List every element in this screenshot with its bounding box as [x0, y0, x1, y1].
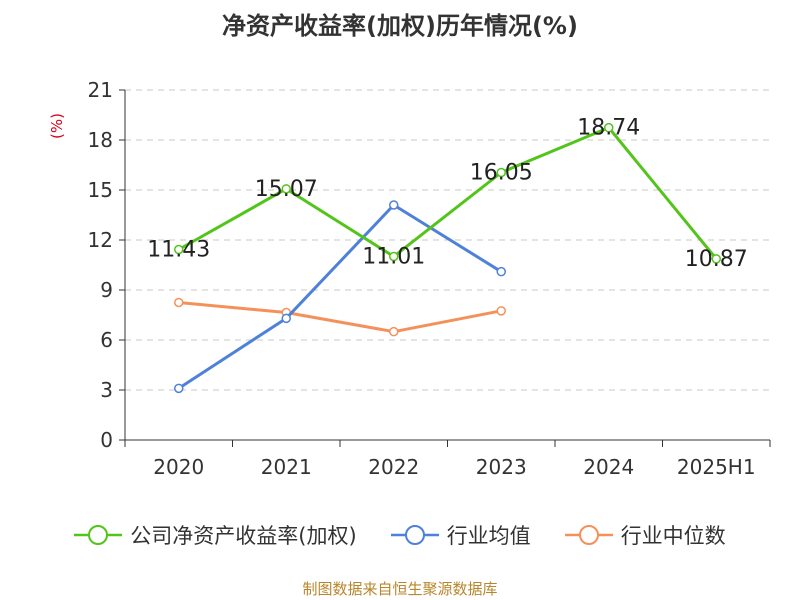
data-point — [496, 306, 506, 316]
x-tick-label: 2020 — [153, 455, 204, 479]
series-line — [178, 126, 718, 260]
data-label: 16.05 — [470, 161, 533, 186]
data-point — [389, 251, 399, 262]
x-tick-label: 2022 — [368, 455, 419, 479]
legend-line-icon — [74, 525, 123, 545]
legend-label: 行业中位数 — [620, 524, 726, 548]
data-point — [389, 200, 399, 210]
data-point — [174, 297, 184, 308]
legend-label: 行业均值 — [446, 524, 531, 548]
axes: 0 3 6 9 12 15 18 21 2020 2021 2022 2023 2024 2025H1 — [88, 78, 771, 479]
y-tick-label: 12 — [88, 228, 113, 252]
legend-label: 公司净资产收益率(加权) — [130, 524, 357, 548]
data-point — [389, 326, 399, 337]
y-tick-label: 21 — [88, 78, 113, 102]
y-tick-label: 3 — [100, 378, 113, 402]
x-tick-label: 2024 — [583, 455, 634, 479]
data-label: 10.87 — [685, 247, 748, 272]
legend-item[interactable]: 公司净资产收益率(加权) — [74, 520, 357, 550]
data-point — [281, 184, 291, 194]
data-point — [174, 383, 184, 394]
data-point — [496, 167, 506, 178]
data-label: 11.43 — [147, 238, 210, 263]
data-labels: 11.43 15.07 11.01 16.05 18.74 10.87 — [147, 116, 747, 272]
x-tick-label: 2021 — [261, 455, 312, 479]
data-label: 18.74 — [577, 116, 640, 141]
y-axis-label: (%) — [48, 113, 66, 139]
chart-title: 净资产收益率(加权)历年情况(%) — [222, 12, 578, 40]
y-tick-label: 9 — [100, 278, 113, 302]
y-tick-label: 0 — [100, 428, 113, 452]
series-line — [178, 301, 502, 334]
y-tick-label: 6 — [100, 328, 113, 352]
legend-item[interactable]: 行业中位数 — [564, 520, 726, 550]
series-lines — [174, 122, 721, 394]
data-point — [604, 122, 614, 133]
x-tick-label: 2025H1 — [677, 455, 756, 479]
y-tick-label: 15 — [88, 178, 113, 202]
data-point — [281, 313, 291, 324]
legend: 公司净资产收益率(加权) 行业均值 行业中位数 — [0, 520, 800, 550]
y-tick-label: 18 — [88, 128, 113, 152]
legend-item[interactable]: 行业均值 — [390, 520, 531, 550]
data-point — [711, 254, 721, 264]
x-tick-label: 2023 — [476, 455, 527, 479]
legend-line-icon — [390, 525, 439, 545]
legend-line-icon — [564, 525, 613, 545]
data-point — [174, 244, 184, 255]
data-label: 11.01 — [362, 245, 425, 270]
series-line — [177, 203, 503, 390]
data-point — [496, 266, 506, 277]
source-note: 制图数据来自恒生聚源数据库 — [302, 580, 498, 598]
data-label: 15.07 — [255, 177, 318, 202]
